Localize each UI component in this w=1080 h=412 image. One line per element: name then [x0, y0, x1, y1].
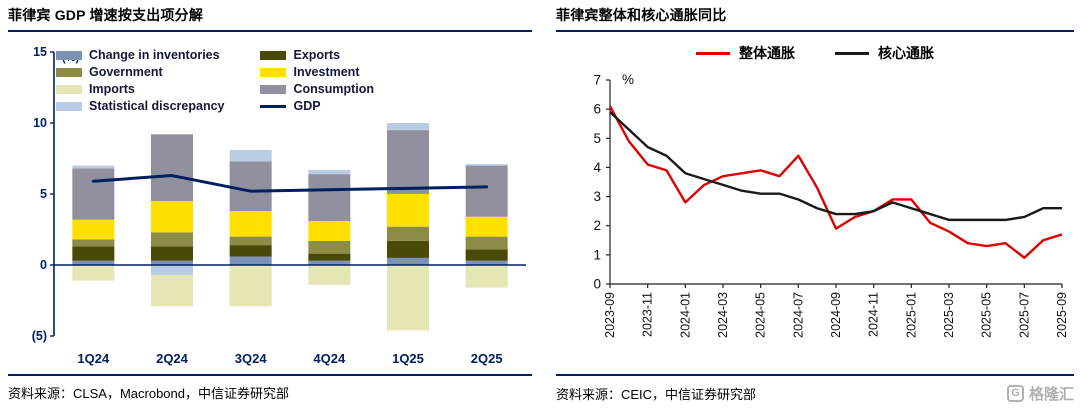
gelonghui-logo: G 格隆汇 [1006, 383, 1074, 404]
inflation-chart-legend: 整体通胀 核心通胀 [556, 38, 1074, 68]
svg-text:4Q24: 4Q24 [313, 351, 346, 366]
legend-label: GDP [293, 99, 321, 113]
gdp-breakdown-panel: 菲律宾 GDP 增速按支出项分解 15 10 5 0 (5) 1Q24 2Q24 3Q24 4Q… [8, 5, 532, 402]
legend-item-investment: Investment [260, 65, 374, 79]
svg-text:1: 1 [593, 247, 601, 262]
legend-line-swatch [835, 51, 869, 55]
legend-label: Exports [293, 48, 341, 62]
right-source-text: 资料来源：CEIC，中信证券研究部 [556, 387, 757, 402]
svg-text:2024-03: 2024-03 [716, 292, 730, 338]
svg-text:2025-03: 2025-03 [942, 292, 956, 338]
legend-line-swatch [260, 104, 287, 108]
inflation-line-chart: 0 1 2 3 4 5 6 7 % 2023-09 2023-11 2024-01 2024-03 202… [593, 72, 1069, 338]
legend-item-整体通胀: 整体通胀 [696, 43, 795, 63]
legend-item-exports: Exports [260, 48, 374, 62]
legend-item-imports: Imports [56, 82, 224, 96]
legend-color-swatch [260, 50, 287, 60]
left-source-text: 资料来源：CLSA，Macrobond，中信证券研究部 [8, 386, 289, 401]
svg-text:0: 0 [593, 277, 601, 292]
svg-text:3Q24: 3Q24 [235, 351, 268, 366]
svg-text:2025-09: 2025-09 [1055, 292, 1069, 338]
svg-text:7: 7 [593, 73, 601, 88]
svg-text:4: 4 [593, 160, 601, 175]
svg-text:%: % [622, 72, 634, 87]
right-chart-title: 菲律宾整体和核心通胀同比 [556, 5, 1074, 32]
gelonghui-logo-text: 格隆汇 [1028, 386, 1074, 403]
svg-text:5: 5 [40, 187, 47, 201]
legend-color-swatch [56, 67, 82, 77]
svg-text:2Q24: 2Q24 [156, 351, 189, 366]
svg-text:2024-09: 2024-09 [829, 292, 843, 338]
svg-text:2025-05: 2025-05 [980, 292, 994, 338]
legend-label: 整体通胀 [739, 45, 795, 61]
left-source-row: 资料来源：CLSA，Macrobond，中信证券研究部 [8, 374, 532, 402]
svg-text:5: 5 [593, 131, 601, 146]
svg-text:2024-11: 2024-11 [867, 292, 881, 337]
legend-line-swatch [696, 51, 730, 55]
legend-color-swatch [56, 101, 82, 111]
legend-item-government: Government [56, 65, 224, 79]
legend-color-swatch [56, 84, 82, 94]
legend-item-gdp: GDP [260, 99, 374, 113]
svg-text:2023-11: 2023-11 [641, 292, 655, 337]
legend-color-swatch [260, 84, 287, 94]
svg-text:2023-09: 2023-09 [603, 292, 617, 338]
legend-item-statistical-discrepancy: Statistical discrepancy [56, 99, 224, 113]
legend-color-swatch [260, 67, 287, 77]
legend-label: Investment [293, 65, 360, 79]
svg-text:15: 15 [33, 45, 47, 59]
legend-label: Government [89, 65, 163, 79]
svg-text:0: 0 [40, 258, 47, 272]
svg-text:2025-01: 2025-01 [904, 292, 918, 338]
svg-text:6: 6 [593, 102, 601, 117]
svg-text:3: 3 [593, 189, 601, 204]
gelonghui-g-icon: G [1006, 385, 1024, 402]
svg-text:2: 2 [593, 218, 601, 233]
svg-text:2024-01: 2024-01 [678, 292, 692, 338]
gdp-chart-legend: Change in inventories Exports Government In… [56, 48, 374, 113]
left-chart-title: 菲律宾 GDP 增速按支出项分解 [8, 5, 532, 32]
legend-label: Change in inventories [89, 48, 220, 62]
svg-text:2Q25: 2Q25 [471, 351, 503, 366]
legend-item-change-in-inventories: Change in inventories [56, 48, 224, 62]
inflation-chart-area: 整体通胀 核心通胀 0 1 2 3 4 5 6 7% 2023-09 2023-11 2024-01 2… [556, 32, 1074, 374]
svg-text:2025-07: 2025-07 [1017, 292, 1031, 338]
svg-text:10: 10 [33, 116, 47, 130]
legend-label: 核心通胀 [878, 45, 934, 61]
svg-text:1Q25: 1Q25 [392, 351, 424, 366]
svg-text:2024-05: 2024-05 [754, 292, 768, 338]
legend-label: Consumption [293, 82, 375, 96]
legend-item-consumption: Consumption [260, 82, 374, 96]
legend-label: Statistical discrepancy [89, 99, 225, 113]
svg-text:1Q24: 1Q24 [77, 351, 110, 366]
svg-text:(5): (5) [32, 329, 47, 343]
svg-text:2024-07: 2024-07 [791, 292, 805, 338]
legend-label: Imports [89, 82, 135, 96]
legend-item-核心通胀: 核心通胀 [835, 43, 934, 63]
legend-color-swatch [56, 50, 82, 60]
inflation-panel: 菲律宾整体和核心通胀同比 整体通胀 核心通胀 0 1 2 3 4 5 6 7% 2023-09 20… [556, 5, 1074, 404]
right-source-row: 资料来源：CEIC，中信证券研究部 G 格隆汇 [556, 374, 1074, 404]
